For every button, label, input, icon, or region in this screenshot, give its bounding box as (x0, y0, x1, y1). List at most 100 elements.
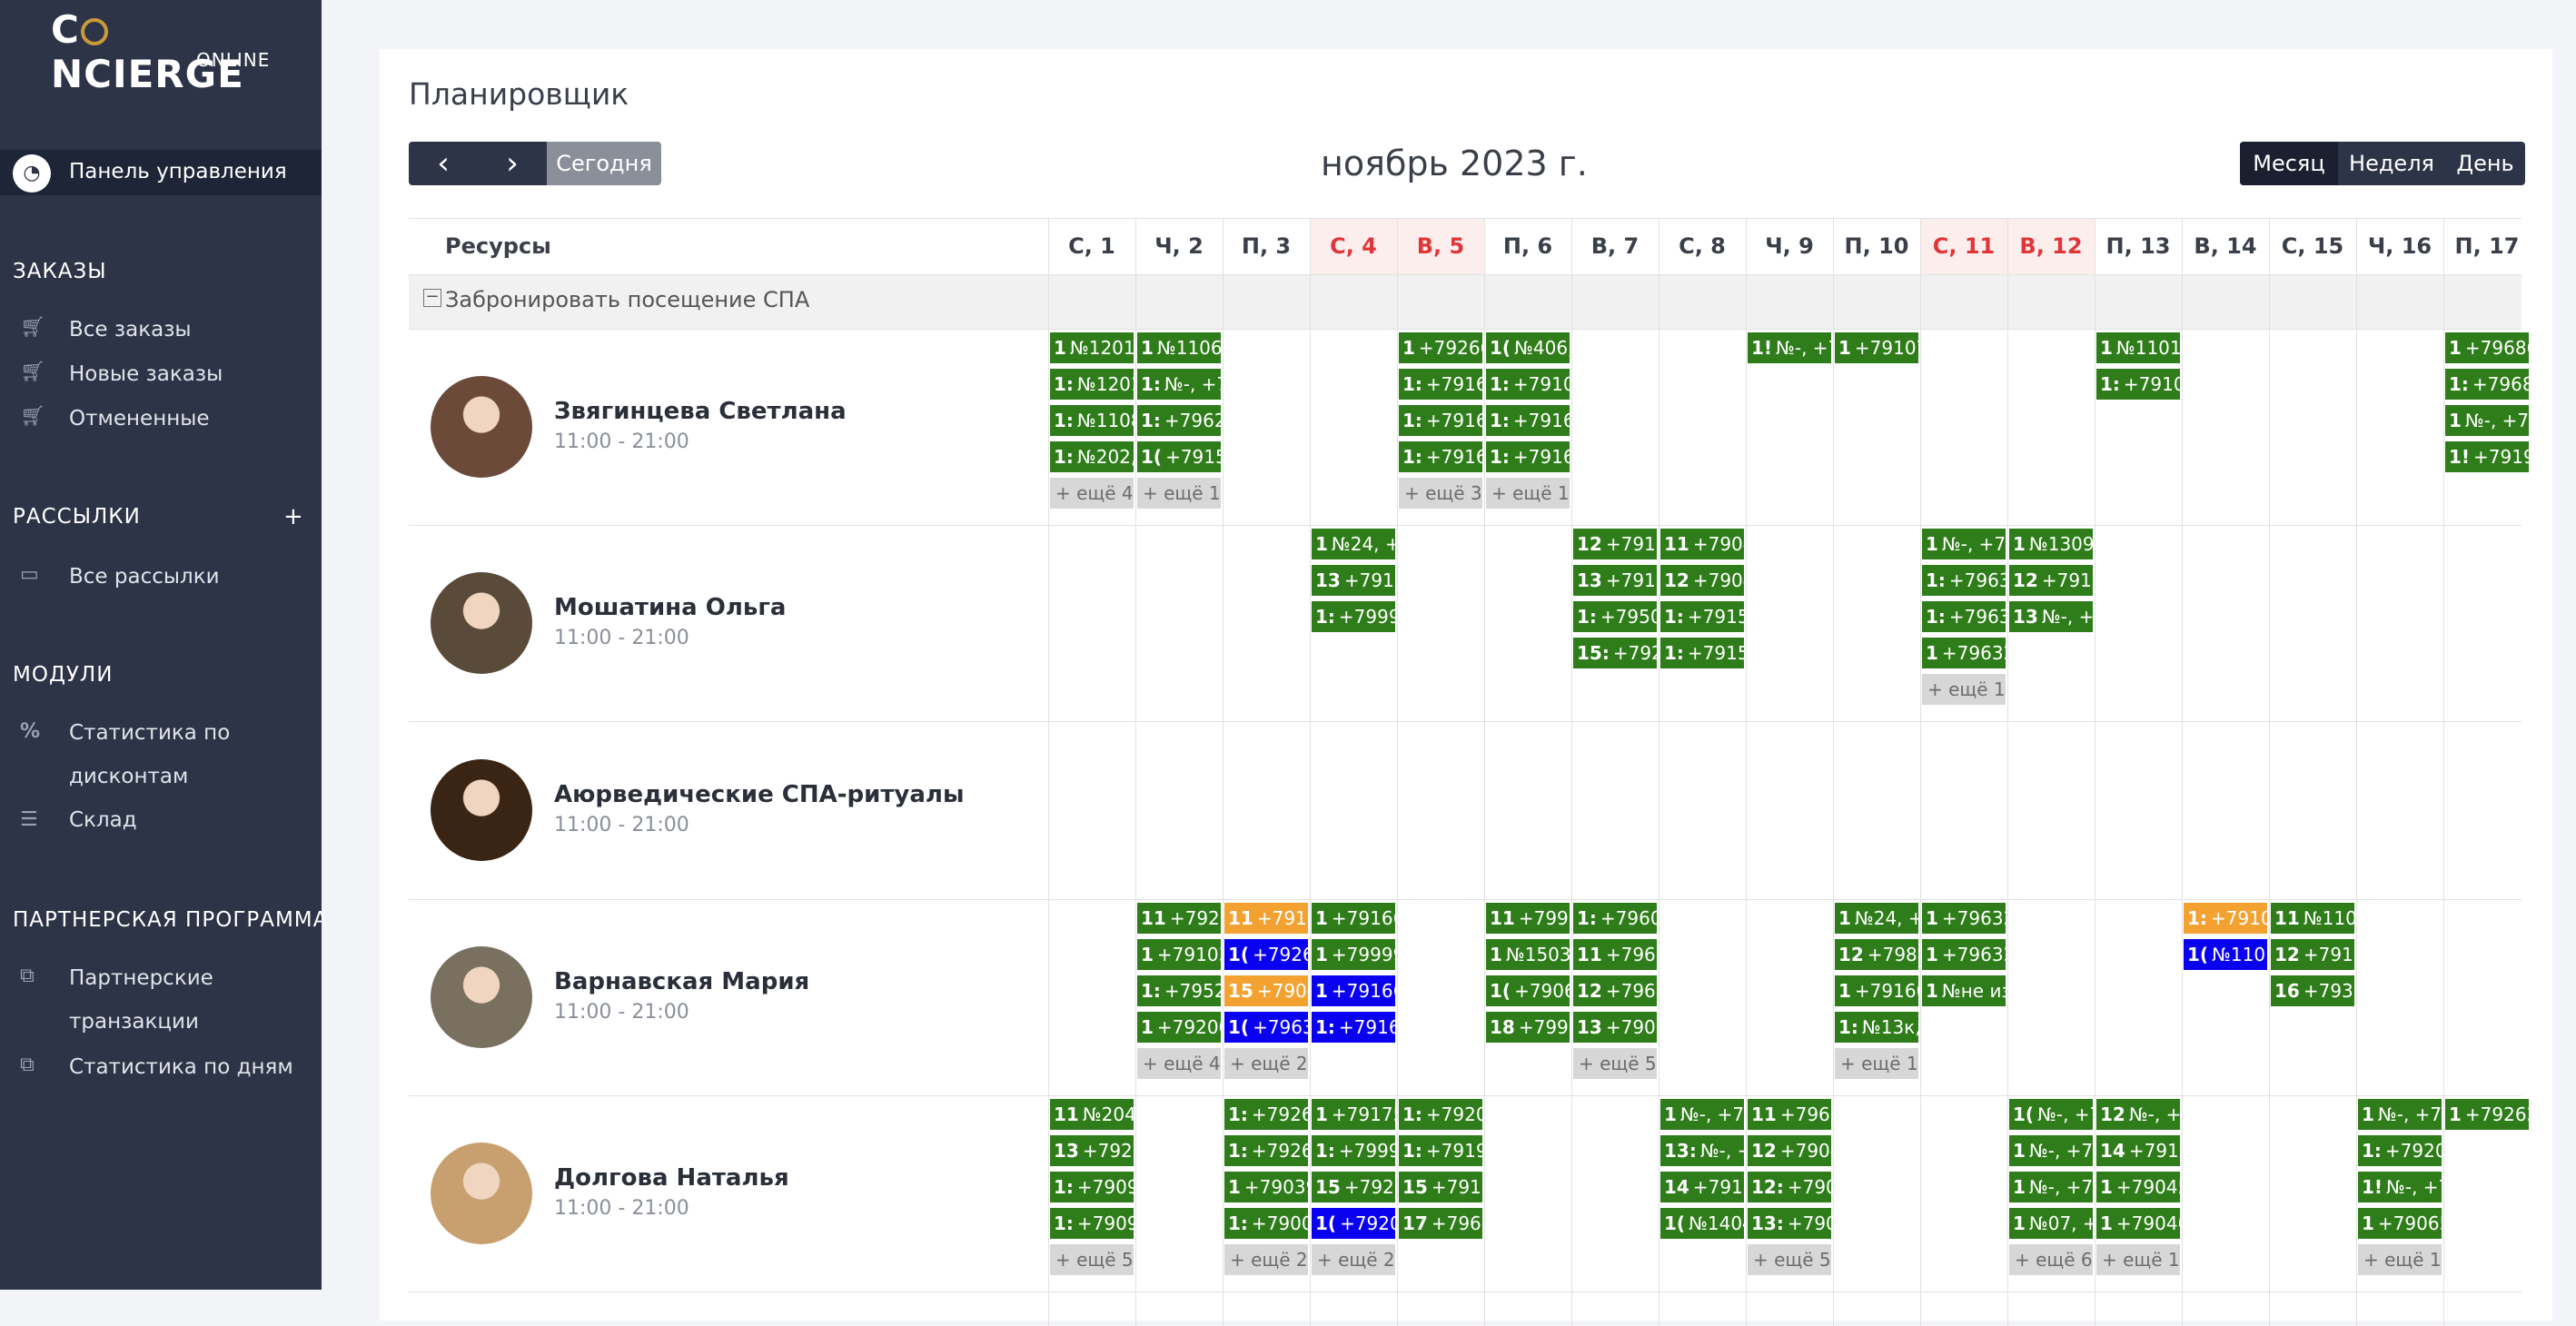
event-chip[interactable]: 13:№-, +79 (1660, 1135, 1744, 1166)
event-chip[interactable]: 1№-, +79 (1922, 529, 2006, 559)
event-chip[interactable]: 1:+791964 (1399, 1135, 1482, 1166)
event-chip[interactable]: 12+798001 (1835, 939, 1918, 970)
event-chip[interactable]: 1:+791095 (2184, 903, 2267, 934)
event-chip[interactable]: 1+791608 (1835, 975, 1918, 1006)
collapse-toggle-icon[interactable]: − (423, 289, 441, 307)
event-chip[interactable]: 1№-, +79 (2009, 1135, 2093, 1166)
sidebar-item-canceled[interactable]: Отмененные (69, 407, 210, 430)
event-chip[interactable]: 1(+792618 (1224, 939, 1308, 970)
day-header[interactable]: П, 13 (2105, 233, 2171, 259)
resource-name[interactable]: Звягинцева Светлана (554, 398, 847, 425)
event-chip[interactable]: 1+791077 (1835, 332, 1918, 363)
more-events-link[interactable]: + ещё 1 (1922, 674, 2006, 705)
day-header[interactable]: С, 4 (1310, 218, 1397, 274)
event-chip[interactable]: 1(№1101, + (2184, 939, 2267, 970)
event-chip[interactable]: 1№-, +79 (1660, 1099, 1744, 1130)
more-events-link[interactable]: + ещё 2 (1224, 1048, 1308, 1079)
event-chip[interactable]: 1(№1404, + (1660, 1208, 1744, 1239)
more-events-link[interactable]: + ещё 2 (1224, 1244, 1308, 1275)
view-week-button[interactable]: Неделя (2349, 151, 2434, 176)
event-chip[interactable]: 1:+792098 (2358, 1135, 2442, 1166)
sidebar-item-all-mailings[interactable]: Все рассылки (69, 565, 220, 589)
event-chip[interactable]: 1(№406, + (1486, 332, 1570, 363)
event-chip[interactable]: 1:№202, + (1050, 441, 1134, 472)
event-chip[interactable]: 1:+791594 (1660, 601, 1744, 632)
day-header[interactable]: П, 10 (1844, 233, 1909, 259)
event-chip[interactable]: 1:№1108, + (1050, 405, 1134, 436)
event-chip[interactable]: 13+792561 (1050, 1135, 1134, 1166)
more-events-link[interactable]: + ещё 4 (1050, 478, 1134, 509)
event-chip[interactable]: 1:№1201, + (1050, 369, 1134, 400)
day-header[interactable]: В, 14 (2194, 233, 2257, 259)
event-chip[interactable]: 1:+791625 (1399, 405, 1482, 436)
event-chip[interactable]: 12:+790459 (1748, 1172, 1831, 1202)
day-header[interactable]: В, 7 (1590, 233, 1640, 259)
more-events-link[interactable]: + ещё 1 (1835, 1048, 1918, 1079)
sidebar-item-discount-stats[interactable]: Статистика по (69, 721, 231, 745)
event-chip[interactable]: 1:+791625 (1399, 369, 1482, 400)
day-header[interactable]: С, 15 (2281, 233, 2344, 259)
event-chip[interactable]: 1:+791625 (1486, 405, 1570, 436)
event-chip[interactable]: 11+796050 (1573, 939, 1657, 970)
event-chip[interactable]: 1+791758 (1312, 1099, 1395, 1130)
event-chip[interactable]: 1+791668 (1312, 975, 1395, 1006)
event-chip[interactable]: 1+792622 (2445, 1099, 2529, 1130)
day-header[interactable]: П, 6 (1502, 233, 1553, 259)
event-chip[interactable]: 1+790655 (2358, 1208, 2442, 1239)
event-chip[interactable]: 11+790459 (1660, 529, 1744, 559)
more-events-link[interactable]: + ещё 5 (1050, 1244, 1134, 1275)
view-month-button[interactable]: Месяц (2240, 142, 2338, 185)
event-chip[interactable]: 1:+799999 (1312, 601, 1395, 632)
event-chip[interactable]: 1+792661 (1399, 332, 1482, 363)
event-chip[interactable]: 1(+790676 (1486, 975, 1570, 1006)
event-chip[interactable]: 1!№-, +79 (2358, 1172, 2442, 1202)
day-header[interactable]: С, 1 (1068, 233, 1115, 259)
sidebar-item-partner-transactions-line2[interactable]: транзакции (69, 1010, 199, 1034)
event-chip[interactable]: 1:+799999 (1312, 1135, 1395, 1166)
event-chip[interactable]: 12+790459 (1748, 1135, 1831, 1166)
day-header[interactable]: Ч, 2 (1154, 233, 1204, 259)
sidebar-item-dashboard-label[interactable]: Панель управления (69, 160, 287, 183)
event-chip[interactable]: 1:+796216 (1137, 405, 1221, 436)
event-chip[interactable]: 11+799999 (1486, 903, 1570, 934)
event-chip[interactable]: 1+796867 (2445, 332, 2529, 363)
event-chip[interactable]: 1 №не из (1922, 975, 2006, 1006)
sidebar-item-warehouse[interactable]: Склад (69, 808, 137, 832)
resource-name[interactable]: Аюрведические СПА-ритуалы (554, 781, 965, 808)
event-chip[interactable]: 13:+790519 (1748, 1208, 1831, 1239)
event-chip[interactable]: 13+790384 (1573, 1012, 1657, 1043)
event-chip[interactable]: 1:+796321 (1922, 565, 2006, 596)
event-chip[interactable]: 13+791627 (1573, 565, 1657, 596)
event-chip[interactable]: 15+791087 (1399, 1172, 1482, 1202)
event-chip[interactable]: 11+791634 (1224, 903, 1308, 934)
view-day-button[interactable]: День (2456, 151, 2514, 176)
event-chip[interactable]: 1:+792025 (1399, 1099, 1482, 1130)
event-chip[interactable]: 1+791038 (1137, 939, 1221, 970)
more-events-link[interactable]: + ещё 6 (2009, 1244, 2093, 1275)
event-chip[interactable]: 1+796321 (1922, 638, 2006, 668)
resource-name[interactable]: Мошатина Ольга (554, 594, 787, 621)
event-chip[interactable]: 17+796017 (1399, 1208, 1482, 1239)
next-button[interactable]: › (478, 142, 547, 185)
event-chip[interactable]: 1№-, +79 (2445, 405, 2529, 436)
event-chip[interactable]: 1:+790929 (1050, 1208, 1134, 1239)
sidebar-item-partner-transactions[interactable]: Партнерские (69, 966, 213, 990)
event-chip[interactable]: 1+796321 (1922, 903, 2006, 934)
event-chip[interactable]: 11+796216 (1748, 1099, 1831, 1130)
event-chip[interactable]: 1+791668 (1312, 903, 1395, 934)
event-chip[interactable]: 12+791064 (2009, 565, 2093, 596)
event-chip[interactable]: 1(+792003 (1312, 1208, 1395, 1239)
more-events-link[interactable]: + ещё 1 (1137, 478, 1221, 509)
day-header[interactable]: Ч, 9 (1765, 233, 1814, 259)
event-chip[interactable]: 1:+790929 (1050, 1172, 1134, 1202)
event-chip[interactable]: 1№-, +79 (2358, 1099, 2442, 1130)
event-chip[interactable]: 1:+791625 (1399, 441, 1482, 472)
day-header[interactable]: В, 5 (1397, 218, 1484, 274)
event-chip[interactable]: 14+791901 (1660, 1172, 1744, 1202)
event-chip[interactable]: 15+790427 (1224, 975, 1308, 1006)
event-chip[interactable]: 1:+790005 (1224, 1208, 1308, 1239)
